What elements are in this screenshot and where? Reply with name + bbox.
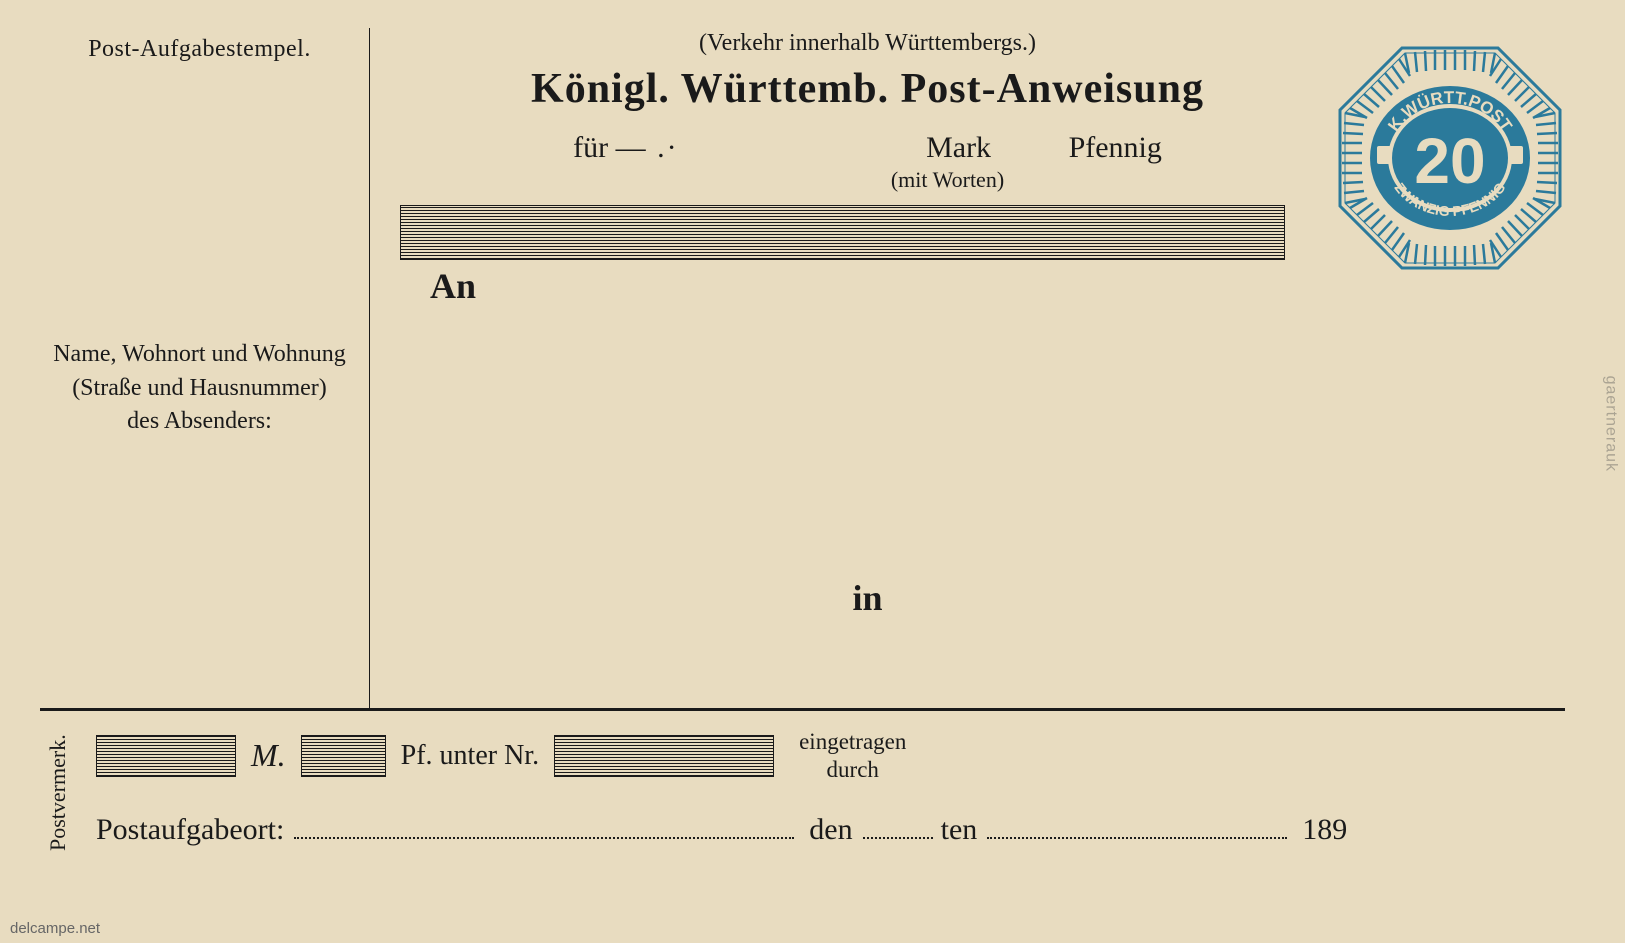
bottom-section: Postvermerk. M. Pf. unter Nr. eingetrage… bbox=[40, 723, 1565, 863]
mark-abbrev: M. bbox=[251, 737, 286, 774]
postal-note-label: Postvermerk. bbox=[40, 723, 76, 863]
postage-stamp: K.WÜRTT.POST ZWANZIG PFENNIG 20 bbox=[1335, 43, 1565, 273]
registered-line2: durch bbox=[799, 756, 906, 784]
registered-text: eingetragen durch bbox=[799, 728, 906, 783]
bottom-content: M. Pf. unter Nr. eingetragen durch Posta… bbox=[76, 723, 1565, 863]
amount-mark: Mark bbox=[926, 131, 991, 164]
top-section: Post-Aufgabestempel. Name, Wohnort und W… bbox=[40, 28, 1565, 708]
sender-line1: Name, Wohnort und Wohnung bbox=[40, 338, 359, 372]
number-field bbox=[554, 735, 774, 777]
postal-document: Post-Aufgabestempel. Name, Wohnort und W… bbox=[40, 28, 1565, 888]
stamp-octagon-icon: K.WÜRTT.POST ZWANZIG PFENNIG 20 bbox=[1335, 43, 1565, 273]
month-field bbox=[987, 814, 1287, 839]
watermark-side: gaertnerauk bbox=[1601, 375, 1619, 471]
right-column: K.WÜRTT.POST ZWANZIG PFENNIG 20 (Verkehr… bbox=[370, 28, 1565, 708]
place-field bbox=[294, 814, 794, 839]
place-label: Postaufgabeort: bbox=[96, 813, 284, 847]
sender-line3: des Absenders: bbox=[40, 405, 359, 439]
horizontal-divider bbox=[40, 708, 1565, 711]
stamp-area-label: Post-Aufgabestempel. bbox=[40, 33, 359, 63]
sender-line2: (Straße und Hausnummer) bbox=[40, 372, 359, 406]
registered-line1: eingetragen bbox=[799, 728, 906, 756]
day-field bbox=[863, 814, 933, 839]
svg-text:20: 20 bbox=[1414, 125, 1485, 197]
amount-dash: — .· bbox=[616, 131, 679, 164]
left-column: Post-Aufgabestempel. Name, Wohnort und W… bbox=[40, 28, 370, 708]
mark-field bbox=[96, 735, 236, 777]
footer-url: delcampe.net bbox=[10, 920, 100, 937]
sender-info: Name, Wohnort und Wohnung (Straße und Ha… bbox=[40, 338, 359, 439]
in-label: in bbox=[400, 577, 1565, 619]
amount-prefix: für bbox=[573, 131, 608, 164]
amount-words-field bbox=[400, 205, 1285, 260]
date-year: 189 bbox=[1302, 813, 1347, 847]
date-den: den bbox=[809, 813, 852, 847]
record-line: M. Pf. unter Nr. eingetragen durch bbox=[96, 728, 1565, 783]
date-ten: ten bbox=[941, 813, 978, 847]
amount-pfennig: Pfennig bbox=[1069, 131, 1162, 164]
place-date-line: Postaufgabeort: den ten 189 bbox=[96, 813, 1565, 847]
pfennig-field bbox=[301, 735, 386, 777]
under-number-text: Pf. unter Nr. bbox=[401, 740, 539, 772]
